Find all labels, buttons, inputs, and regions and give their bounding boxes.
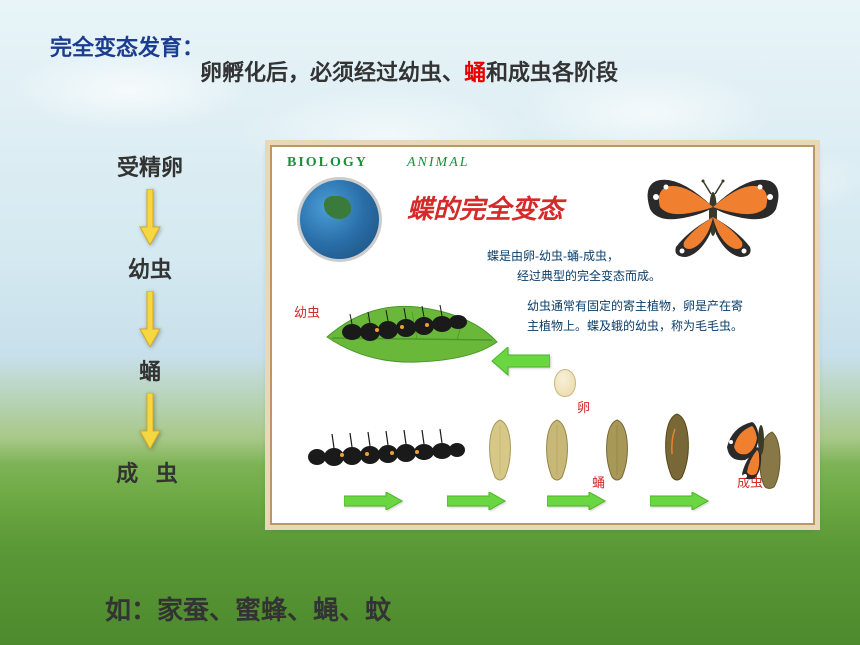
flow-chart: 受精卵 幼虫 蛹 成 虫 [90,150,210,488]
green-arrow4 [547,492,607,510]
green-arrow-egg-to-larva [490,347,550,382]
green-arrow5 [650,492,710,510]
emerging-butterfly [717,402,802,492]
pupa3 [597,415,637,485]
pupa1 [480,415,520,485]
page-title: 完全变态发育： [50,30,204,62]
pupa2 [537,415,577,485]
subtitle-highlight: 蛹 [464,60,486,85]
flow-stage1: 受精卵 [90,150,210,182]
butterfly-image [638,159,788,269]
diagram-header-biology: BIOLOGY [287,155,368,171]
green-arrow2 [344,492,404,510]
green-arrow3 [447,492,507,510]
metamorphosis-diagram: BIOLOGY ANIMAL 蝶的完全变态 蝶是由卵-幼虫-蛹-成虫， 经过典型… [270,145,815,525]
diagram-title: 蝶的完全变态 [407,189,563,226]
diagram-text1: 蝶是由卵-幼虫-蛹-成虫， [487,247,619,264]
caterpillar-bottom [302,422,467,470]
diagram-text4: 主植物上。蝶及蛾的幼虫，称为毛毛虫。 [527,317,743,334]
flow-arrow2 [90,284,210,354]
earth-logo [297,177,382,262]
diagram-header-animal: ANIMAL [407,155,470,171]
examples-text: 如：家蚕、蜜蜂、蝇、蚊 [105,590,391,627]
caterpillar-on-leaf [332,302,482,347]
subtitle-before: 卵孵化后，必须经过幼虫、 [200,60,464,85]
diagram-text2: 经过典型的完全变态而成。 [517,267,661,284]
diagram-text3: 幼虫通常有固定的寄主植物，卵是产在寄 [527,297,743,314]
pupa4 [657,409,697,479]
subtitle-after: 和成虫各阶段 [486,60,618,85]
flow-arrow1 [90,182,210,252]
egg-image [554,369,576,397]
page-subtitle: 卵孵化后，必须经过幼虫、蛹和成虫各阶段 [200,55,618,87]
flow-stage3: 蛹 [90,354,210,386]
label-egg: 卵 [577,397,590,416]
flow-stage4: 成 虫 [90,456,210,488]
flow-stage2: 幼虫 [90,252,210,284]
flow-arrow3 [90,386,210,456]
